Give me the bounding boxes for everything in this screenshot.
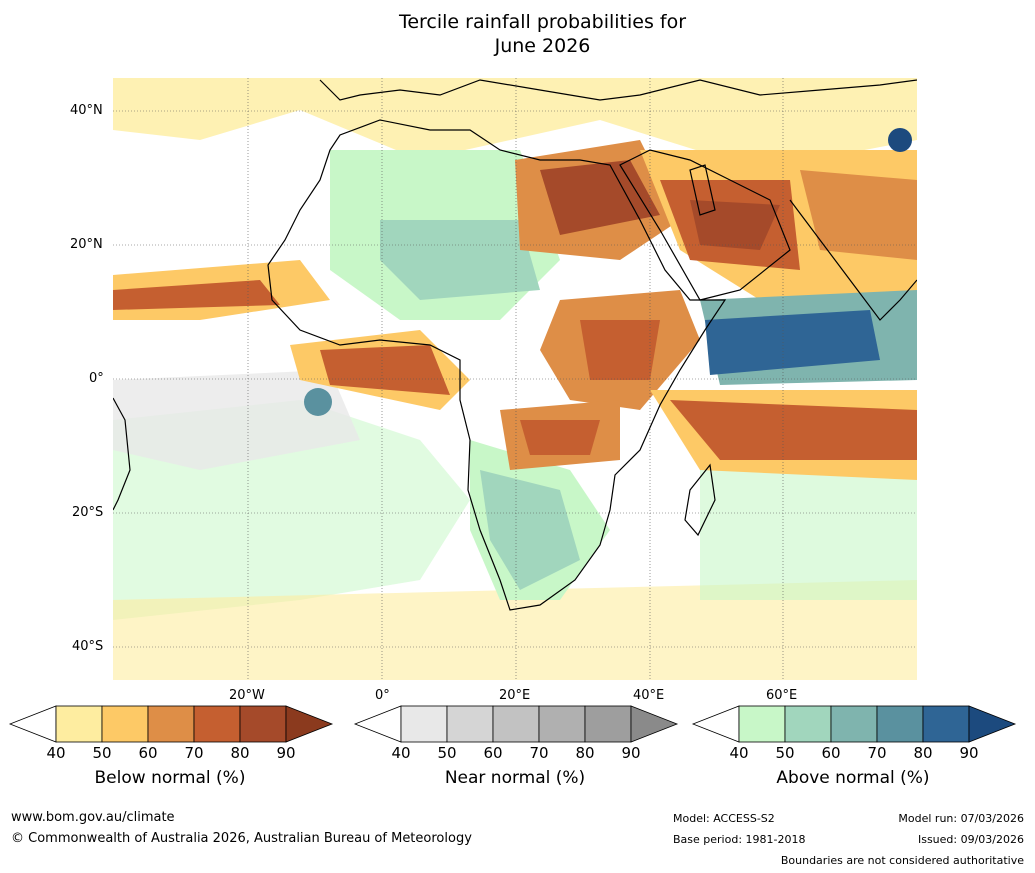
colorbar-near-normal xyxy=(353,705,679,743)
lon-label-60e: 60°E xyxy=(766,688,798,703)
colorbar-below-tick: 40 xyxy=(46,744,66,762)
coastlines xyxy=(113,79,917,611)
lat-label-0: 0° xyxy=(89,371,104,386)
colorbar-above-tick: 70 xyxy=(867,744,887,762)
colorbar-below-tick: 60 xyxy=(138,744,158,762)
colorbar-above-seg-1 xyxy=(738,705,786,743)
colorbar-near-tick: 50 xyxy=(437,744,457,762)
colorbar-below-seg-4 xyxy=(193,705,241,743)
colorbar-below-tick: 90 xyxy=(276,744,296,762)
colorbar-above-max-arrow xyxy=(968,705,1017,743)
colorbar-above-tick: 50 xyxy=(775,744,795,762)
lat-label-40n: 40°N xyxy=(70,103,103,118)
colorbar-below-seg-3 xyxy=(147,705,195,743)
footer-base-period: Base period: 1981-2018 xyxy=(673,833,806,846)
colorbar-above-seg-4 xyxy=(876,705,924,743)
colorbar-above-seg-5 xyxy=(922,705,970,743)
colorbar-near-seg-1 xyxy=(400,705,448,743)
footer-copyright: © Commonwealth of Australia 2026, Austra… xyxy=(11,831,472,846)
colorbar-below-tick: 80 xyxy=(230,744,250,762)
colorbar-below-max-arrow xyxy=(285,705,334,743)
colorbar-below-seg-2 xyxy=(101,705,149,743)
footer-model-run: Model run: 07/03/2026 xyxy=(898,812,1024,825)
lon-label-20e: 20°E xyxy=(499,688,531,703)
colorbar-near-max-arrow xyxy=(630,705,679,743)
colorbar-below-seg-1 xyxy=(55,705,103,743)
colorbar-below-min-arrow xyxy=(8,705,57,743)
lat-label-20s: 20°S xyxy=(72,505,104,520)
colorbar-above-tick: 90 xyxy=(959,744,979,762)
colorbar-above-tick: 80 xyxy=(913,744,933,762)
footer-model: Model: ACCESS-S2 xyxy=(673,812,775,825)
colorbar-near-seg-4 xyxy=(538,705,586,743)
colorbar-near-seg-5 xyxy=(584,705,632,743)
lat-label-20n: 20°N xyxy=(70,237,103,252)
colorbar-above-title: Above normal (%) xyxy=(776,768,930,788)
footer-disclaimer: Boundaries are not considered authoritat… xyxy=(780,854,1024,867)
colorbar-near-min-arrow xyxy=(353,705,402,743)
colorbar-above-seg-3 xyxy=(830,705,878,743)
colorbar-below-tick: 70 xyxy=(184,744,204,762)
graticule xyxy=(113,78,917,680)
colorbar-near-seg-2 xyxy=(446,705,494,743)
footer-website: www.bom.gov.au/climate xyxy=(11,810,175,825)
colorbar-above-min-arrow xyxy=(691,705,740,743)
colorbar-near-tick: 80 xyxy=(575,744,595,762)
colorbar-below-seg-5 xyxy=(239,705,287,743)
colorbar-above-tick: 60 xyxy=(821,744,841,762)
colorbar-near-tick: 70 xyxy=(529,744,549,762)
colorbar-near-tick: 40 xyxy=(391,744,411,762)
colorbar-below-tick: 50 xyxy=(92,744,112,762)
map-title-line2: June 2026 xyxy=(494,35,591,57)
colorbar-near-seg-3 xyxy=(492,705,540,743)
colorbar-above-normal xyxy=(691,705,1017,743)
footer-issued: Issued: 09/03/2026 xyxy=(917,833,1024,846)
map-title-line1: Tercile rainfall probabilities for xyxy=(398,11,687,33)
lon-label-0: 0° xyxy=(375,688,390,703)
probability-field xyxy=(113,78,917,680)
colorbar-below-title: Below normal (%) xyxy=(94,768,246,788)
colorbar-near-tick: 60 xyxy=(483,744,503,762)
lon-label-20w: 20°W xyxy=(229,688,265,703)
lon-label-40e: 40°E xyxy=(633,688,665,703)
lat-label-40s: 40°S xyxy=(72,639,104,654)
colorbar-above-tick: 40 xyxy=(729,744,749,762)
colorbar-near-title: Near normal (%) xyxy=(444,768,586,788)
colorbar-above-seg-2 xyxy=(784,705,832,743)
colorbar-below-normal xyxy=(8,705,334,743)
colorbar-near-tick: 90 xyxy=(621,744,641,762)
